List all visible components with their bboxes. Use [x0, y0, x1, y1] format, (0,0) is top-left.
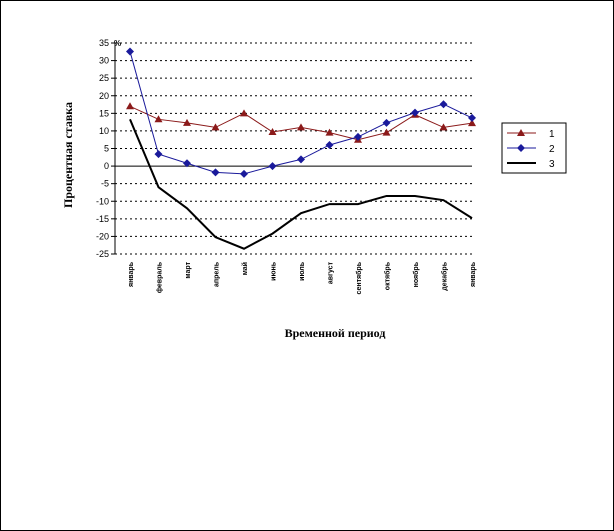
y-tick-label: 15	[99, 108, 109, 118]
data-point	[268, 162, 277, 171]
data-point	[154, 115, 163, 123]
x-tick-label: июнь	[271, 261, 278, 281]
y-tick-label: 0	[104, 161, 109, 171]
x-tick-label: июль	[299, 261, 306, 281]
data-point	[154, 150, 163, 159]
y-tick-label: -20	[96, 231, 109, 241]
data-point	[297, 155, 305, 164]
data-point	[468, 113, 476, 122]
data-point	[382, 128, 391, 136]
y-tick-label: -25	[96, 249, 109, 259]
x-tick-label: январь	[470, 261, 477, 287]
data-point	[439, 100, 448, 109]
gridlines	[115, 42, 472, 255]
data-point	[183, 159, 191, 168]
y-tick-label: -5	[101, 179, 109, 189]
data-point	[325, 128, 334, 136]
x-tick-label: январь	[128, 261, 135, 287]
data-point	[325, 140, 334, 149]
x-tick-label: май	[241, 262, 249, 275]
y-tick-label: 10	[99, 126, 109, 136]
data-point	[240, 109, 248, 117]
data-point	[297, 123, 305, 131]
data-point	[382, 118, 391, 127]
legend: 1 2 3	[501, 122, 567, 174]
x-tick-label: август	[328, 261, 335, 284]
legend-label: 2	[549, 144, 555, 155]
x-tick-labels: январь февраль март апрель май июнь июль август…	[128, 261, 477, 294]
data-point	[211, 123, 220, 131]
data-point	[468, 119, 476, 127]
x-tick-label: сентябрь	[355, 261, 363, 294]
series-line-3	[129, 118, 473, 250]
data-point	[411, 108, 419, 117]
y-tick-label: 5	[104, 144, 109, 154]
data-point	[126, 102, 134, 110]
x-axis-title: Временной период	[285, 326, 386, 340]
x-tick-label: март	[185, 261, 192, 278]
y-tick-label: -10	[96, 196, 109, 206]
data-point	[268, 127, 277, 135]
data-point	[211, 168, 220, 177]
data-point	[126, 47, 134, 56]
legend-marker	[517, 129, 525, 136]
x-tick-label: февраль	[157, 261, 164, 293]
x-tick-label: апрель	[214, 261, 221, 287]
series-lines	[126, 47, 476, 250]
y-tick-label: -15	[96, 214, 109, 224]
y-tick-label: 30	[99, 56, 109, 66]
x-tick-label: декабрь	[441, 261, 449, 290]
legend-label: 3	[549, 159, 555, 170]
y-tick-label: 20	[99, 91, 109, 101]
x-tick-label: ноябрь	[412, 261, 420, 287]
legend-label: 1	[549, 129, 555, 140]
data-point	[240, 169, 248, 178]
y-axis-title: Процентная ставка	[61, 102, 75, 208]
y-tick-label: 25	[99, 73, 109, 83]
legend-marker	[517, 144, 525, 152]
data-point	[439, 123, 448, 131]
y-tick-label: 35	[99, 38, 109, 48]
y-unit-label: %	[114, 39, 121, 48]
axes	[111, 42, 472, 255]
x-tick-label: октябрь	[384, 261, 392, 290]
data-point	[354, 132, 362, 141]
y-tick-labels: -25 -20 -15 -10 -5 0 5 10 15 20 25 30 35	[96, 38, 109, 259]
data-point	[183, 118, 191, 126]
